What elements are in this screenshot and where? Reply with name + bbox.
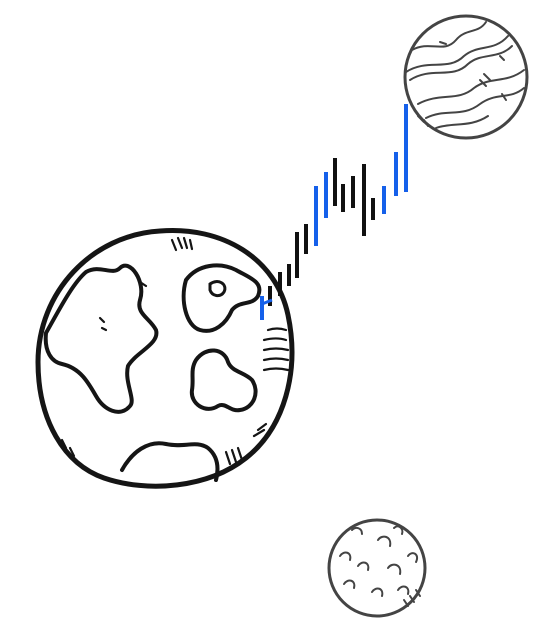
earth-shading-strokes: [60, 236, 290, 466]
earth-continent-west: [43, 263, 159, 414]
gas-giant-planet: [403, 14, 529, 140]
gas-giant-bands: [405, 21, 525, 129]
earth-lake: [208, 280, 227, 298]
candle-base-tick: [261, 298, 273, 306]
moon-craters: [339, 525, 421, 607]
earth-continent-central: [189, 348, 258, 413]
moon: [327, 518, 427, 618]
moon-outline: [327, 518, 427, 618]
earth-continent-north: [181, 263, 262, 333]
earth-continent-south: [120, 441, 220, 482]
earth-planet: [35, 227, 295, 489]
candlestick-price-bars: [260, 104, 408, 320]
